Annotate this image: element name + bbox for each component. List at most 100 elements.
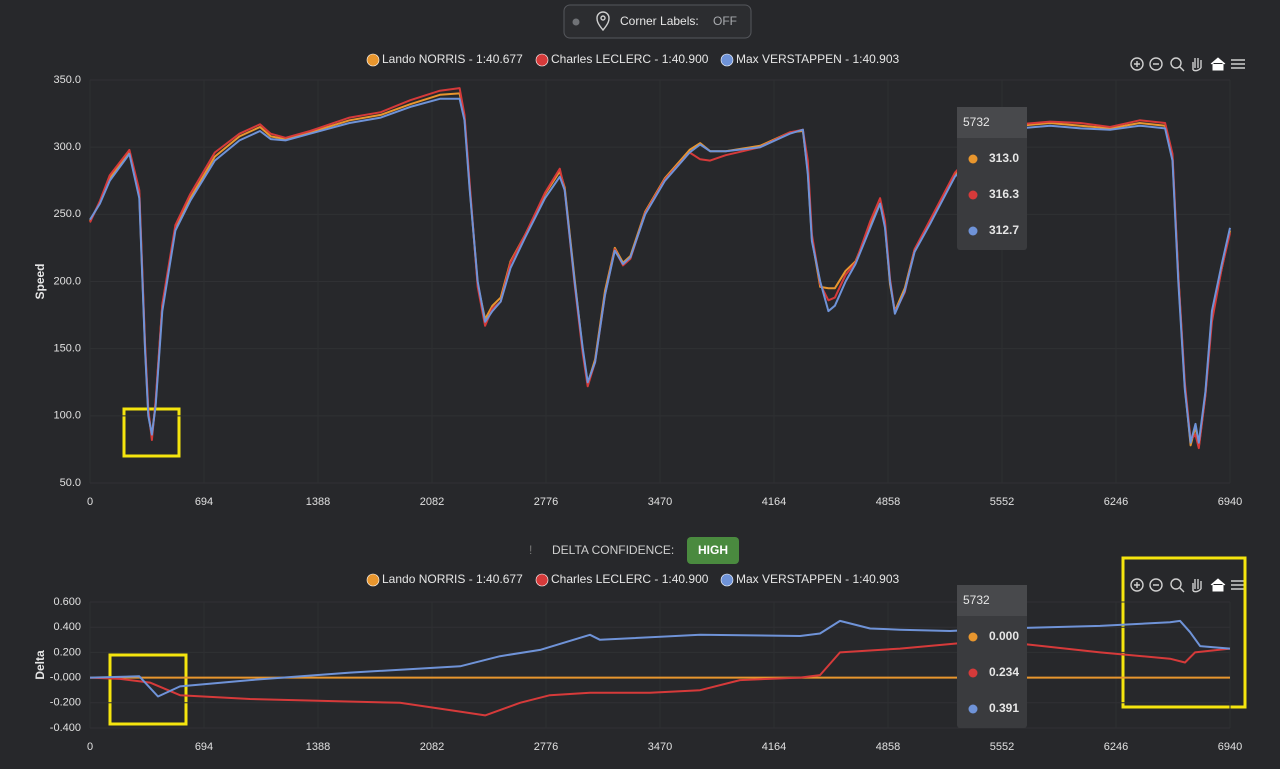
menu-button[interactable]: [1231, 580, 1245, 590]
highlight-box: [108, 653, 188, 726]
legend-marker: [720, 53, 734, 67]
x-tick-label: 3470: [648, 741, 672, 753]
tooltip-value: 313.0: [989, 151, 1019, 165]
tooltip-body: [957, 107, 1027, 250]
legend-marker: [535, 53, 549, 67]
x-tick-label: 694: [195, 741, 213, 753]
x-tick-label: 6940: [1218, 496, 1242, 508]
y-tick-label: -0.400: [50, 722, 81, 734]
y-tick-label: 350.0: [53, 74, 81, 86]
y-axis-title: Delta: [33, 650, 47, 680]
x-tick-label: 3470: [648, 496, 672, 508]
x-tick-label: 2776: [534, 741, 558, 753]
tooltip-value: 0.391: [989, 701, 1019, 715]
home-button[interactable]: [1210, 578, 1226, 592]
tooltip-dot: [968, 632, 978, 642]
y-tick-label: 100.0: [53, 410, 81, 422]
y-tick-label: 250.0: [53, 208, 81, 220]
y-tick-label: 200.0: [53, 275, 81, 287]
selection-zoom-button[interactable]: [1170, 57, 1185, 72]
x-tick-label: 4858: [876, 741, 900, 753]
x-tick-label: 4858: [876, 496, 900, 508]
tooltip-value: 316.3: [989, 187, 1019, 201]
x-tick-label: 1388: [306, 496, 330, 508]
toggle-state: OFF: [713, 14, 737, 28]
tooltip-title: 5732: [963, 115, 990, 129]
tooltip-dot: [968, 668, 978, 678]
highlight-box: [1121, 556, 1247, 709]
corner-labels-toggle[interactable]: Corner Labels: OFF: [563, 4, 752, 39]
confidence-level: HIGH: [698, 543, 728, 557]
y-tick-label: 0.600: [53, 596, 81, 608]
x-tick-label: 6246: [1104, 741, 1128, 753]
legend-label: Max VERSTAPPEN - 1:40.903: [736, 572, 900, 586]
tooltip-dot: [968, 154, 978, 164]
toggle-frame[interactable]: [563, 4, 752, 39]
pan-button[interactable]: [1192, 579, 1202, 593]
x-tick-label: 2776: [534, 496, 558, 508]
x-tick-label: 0: [87, 741, 93, 753]
zoom-in-button[interactable]: [1130, 578, 1144, 592]
x-tick-label: 0: [87, 496, 93, 508]
tooltip-value: 0.000: [989, 629, 1019, 643]
chart: Delta -0.400 -0.200 -0.000 0.200 0.400 0.600 0 6…: [33, 572, 1242, 753]
tooltip-value: 0.234: [989, 665, 1019, 679]
chart: Speed 50.0 100.0 150.0 200.0 250.0 300.0 350.0 0…: [33, 52, 1242, 508]
x-tick-label: 6940: [1218, 741, 1242, 753]
tooltip-body: [957, 585, 1027, 728]
legend-label: Lando NORRIS - 1:40.677: [382, 52, 523, 66]
tooltip: 5732 0.000 0.234 0.391: [957, 585, 1027, 728]
tooltip-dot: [968, 704, 978, 714]
legend-label: Max VERSTAPPEN - 1:40.903: [736, 52, 900, 66]
x-tick-label: 6246: [1104, 496, 1128, 508]
delta-confidence: ! DELTA CONFIDENCE: HIGH: [529, 537, 739, 564]
chart-toolbar: [1130, 57, 1245, 72]
x-tick-label: 2082: [420, 496, 444, 508]
y-tick-label: 0.400: [53, 621, 81, 633]
selection-zoom-button[interactable]: [1170, 578, 1185, 593]
home-button[interactable]: [1210, 57, 1226, 71]
confidence-label: DELTA CONFIDENCE:: [552, 543, 674, 557]
y-tick-label: 300.0: [53, 141, 81, 153]
menu-button[interactable]: [1231, 59, 1245, 69]
x-tick-label: 2082: [420, 741, 444, 753]
zoom-out-button[interactable]: [1149, 578, 1163, 592]
y-tick-label: 50.0: [60, 477, 81, 489]
legend-marker: [535, 573, 549, 587]
tooltip: 5732 313.0 316.3 312.7: [957, 107, 1027, 250]
pin-icon-dot: [600, 15, 606, 21]
x-tick-label: 4164: [762, 741, 786, 753]
y-axis-title: Speed: [33, 263, 47, 299]
series-line: [89, 641, 1231, 717]
status-dot: [572, 18, 580, 26]
toggle-label: Corner Labels:: [620, 14, 699, 28]
confidence-badge: [687, 537, 739, 564]
y-tick-label: -0.000: [50, 672, 81, 684]
tooltip-header: [957, 107, 1027, 138]
legend-label: Lando NORRIS - 1:40.677: [382, 572, 523, 586]
chart-toolbar: [1130, 578, 1245, 593]
tooltip-dot: [968, 190, 978, 200]
legend-marker: [366, 53, 380, 67]
highlight-box: [122, 407, 181, 458]
legend-label: Charles LECLERC - 1:40.900: [551, 52, 709, 66]
series-line: [89, 97, 1231, 444]
y-tick-label: -0.200: [50, 697, 81, 709]
legend-label: Charles LECLERC - 1:40.900: [551, 572, 709, 586]
series-line: [89, 619, 1231, 698]
legend-marker: [366, 573, 380, 587]
tooltip-dot: [968, 226, 978, 236]
zoom-in-button[interactable]: [1130, 57, 1144, 71]
x-tick-label: 5552: [990, 741, 1014, 753]
info-icon: !: [529, 543, 532, 557]
zoom-out-button[interactable]: [1149, 57, 1163, 71]
pan-button[interactable]: [1192, 58, 1202, 72]
x-tick-label: 4164: [762, 496, 786, 508]
x-tick-label: 1388: [306, 741, 330, 753]
tooltip-value: 312.7: [989, 223, 1019, 237]
x-tick-label: 5552: [990, 496, 1014, 508]
y-tick-label: 0.200: [53, 646, 81, 658]
